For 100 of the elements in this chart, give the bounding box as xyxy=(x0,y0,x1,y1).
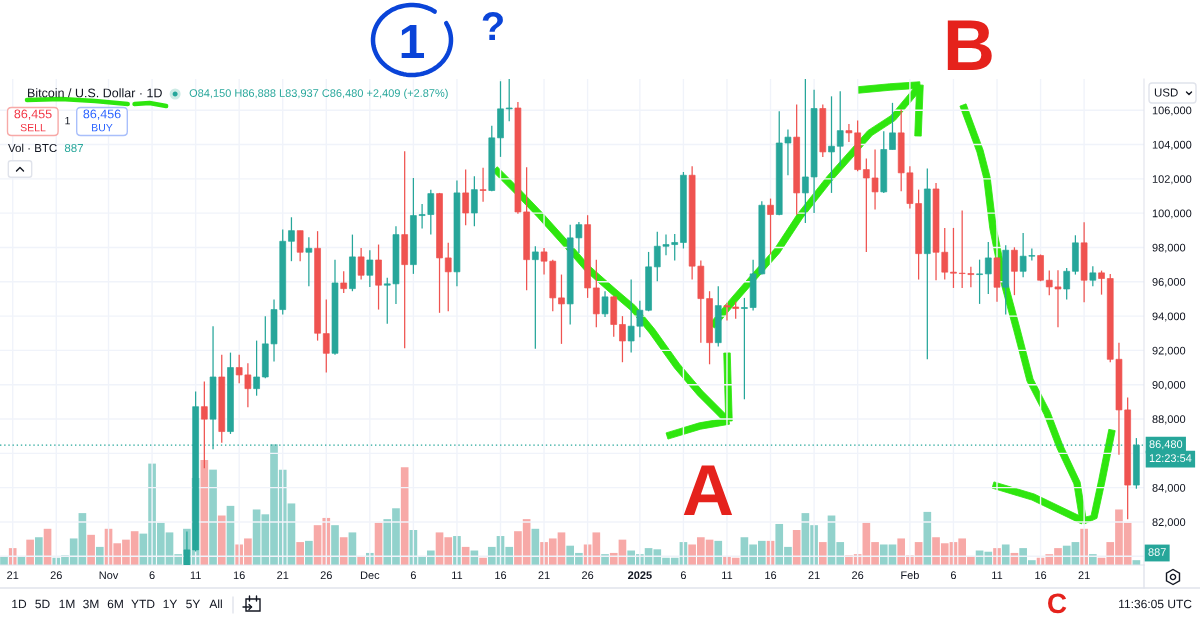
bar xyxy=(26,539,34,565)
x-tick-label: Nov xyxy=(99,571,119,580)
candlestick xyxy=(1011,246,1018,296)
y-tick-label: 94,000 xyxy=(1152,312,1186,322)
text: 3M xyxy=(83,599,99,609)
x-tick-label: 6 xyxy=(410,571,416,580)
candlestick xyxy=(471,175,478,227)
x-tick-label: 16 xyxy=(495,571,507,580)
candlestick xyxy=(253,339,260,397)
x-tick-label: 21 xyxy=(7,571,19,579)
bar xyxy=(714,540,723,565)
candlestick xyxy=(601,290,609,318)
y-tick-label: 84,000 xyxy=(1152,483,1186,494)
text: 12:23:54 xyxy=(1149,454,1192,463)
x-tick-label: 6 xyxy=(149,571,155,580)
annotation: 887 xyxy=(64,143,83,153)
candlestick xyxy=(532,245,539,350)
bar xyxy=(217,515,226,565)
x-tick-label: 21 xyxy=(538,571,550,579)
text: Bitcoin / U.S. Dollar · 1D xyxy=(28,88,162,98)
candlestick xyxy=(462,168,469,226)
bar xyxy=(35,537,43,565)
ref-line-label: 86,480 xyxy=(1149,440,1183,450)
x-tick-label: 21 xyxy=(277,571,289,579)
y-tick-label: 82,000 xyxy=(1152,518,1186,528)
y-tick-label: 100,000 xyxy=(1152,209,1192,219)
x-tick-label: 11 xyxy=(190,571,201,579)
text: C xyxy=(1048,593,1067,614)
candlestick xyxy=(767,197,774,256)
text: 1 xyxy=(401,24,425,58)
x-tick-label: 11 xyxy=(722,571,733,579)
bar xyxy=(87,534,95,565)
x-tick-label: 16 xyxy=(1035,571,1047,580)
bar xyxy=(923,511,932,565)
bar xyxy=(209,469,217,565)
x-tick-label: 26 xyxy=(50,571,62,580)
candlestick xyxy=(505,79,513,122)
x-tick-label: 21 xyxy=(1078,571,1090,579)
x-tick-label: 11 xyxy=(992,571,1003,579)
candlestick xyxy=(322,298,330,374)
bar xyxy=(1001,544,1010,565)
candlestick xyxy=(889,102,896,151)
bar xyxy=(818,542,827,565)
bar xyxy=(305,540,313,565)
candlestick xyxy=(1089,265,1097,287)
y-tick-label: 98,000 xyxy=(1152,243,1186,253)
candlestick xyxy=(976,259,983,305)
candlestick xyxy=(836,90,844,167)
text: ? xyxy=(482,12,503,40)
bar xyxy=(400,467,409,565)
text: 1Y xyxy=(163,599,178,609)
bar xyxy=(95,546,104,565)
x-tick-label: 16 xyxy=(765,571,777,580)
text: YTD xyxy=(131,599,155,609)
y-tick-label: 102,000 xyxy=(1152,175,1192,185)
candlestick xyxy=(558,273,565,345)
candlestick xyxy=(340,270,348,294)
annotation: O84,150 H86,888 L83,937 C86,480 +2,409 (+2.87%) xyxy=(189,88,448,100)
y-tick-label: 96,000 xyxy=(1152,278,1186,288)
candlestick xyxy=(1098,269,1105,296)
x-tick-label: 11 xyxy=(452,571,463,579)
y-tick-label: 90,000 xyxy=(1152,381,1186,391)
chart-title: Vol · BTC xyxy=(8,143,57,153)
candlestick xyxy=(357,247,365,281)
text: 11:36:05 UTC xyxy=(1119,599,1192,609)
text: USD xyxy=(1154,88,1178,97)
candlestick xyxy=(296,230,304,262)
x-tick-label: 26 xyxy=(852,571,864,580)
text: All xyxy=(209,599,222,609)
x-tick-label: 6 xyxy=(680,571,686,580)
x-tick-label: 16 xyxy=(233,571,245,580)
x-tick-label: 26 xyxy=(582,571,594,580)
annotation: A xyxy=(683,465,733,515)
x-tick-label: 21 xyxy=(808,571,820,579)
candlestick xyxy=(288,216,295,262)
candlestick xyxy=(1063,267,1070,301)
bar xyxy=(331,525,339,565)
candlestick xyxy=(366,249,374,288)
annotation: 86,455 xyxy=(14,109,52,120)
text: 5Y xyxy=(186,599,201,609)
y-tick-label: 106,000 xyxy=(1152,106,1192,116)
candlestick xyxy=(984,241,992,295)
text: 1D xyxy=(12,599,27,609)
bar xyxy=(296,542,304,565)
x-tick-label: Feb xyxy=(901,571,919,580)
annotation: 86,456 xyxy=(83,109,121,120)
x-tick-label: 26 xyxy=(320,571,332,580)
x-tick-label: 2025 xyxy=(628,571,652,580)
y-tick-label: 92,000 xyxy=(1152,346,1186,356)
candlestick xyxy=(619,315,626,363)
annotation: 1 xyxy=(65,116,70,125)
x-tick-label: Dec xyxy=(360,571,380,580)
text: B xyxy=(947,20,992,70)
y-tick-label: 88,000 xyxy=(1152,415,1186,425)
text: 5D xyxy=(35,599,50,609)
candlestick xyxy=(950,227,957,289)
candlestick xyxy=(828,95,835,194)
text: 887 xyxy=(1148,548,1166,556)
x-tick-label: 6 xyxy=(950,571,957,580)
annotation: SELL xyxy=(20,123,46,132)
